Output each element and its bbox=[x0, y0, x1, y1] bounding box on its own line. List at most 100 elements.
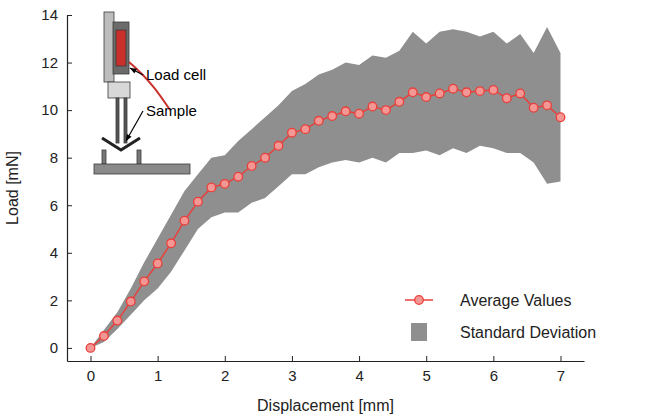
x-tick-label: 3 bbox=[288, 367, 296, 384]
average-marker bbox=[355, 109, 364, 118]
inset-part bbox=[116, 30, 126, 66]
y-tick: 10 bbox=[41, 101, 72, 118]
average-marker bbox=[462, 88, 471, 97]
x-tick-label: 4 bbox=[355, 367, 363, 384]
average-marker bbox=[180, 216, 189, 225]
x-tick: 5 bbox=[423, 356, 431, 384]
inset-part bbox=[124, 98, 127, 143]
average-marker bbox=[556, 113, 565, 122]
y-tick: 4 bbox=[50, 244, 72, 261]
x-tick-mark bbox=[225, 356, 226, 361]
average-marker bbox=[274, 141, 283, 150]
average-marker bbox=[529, 103, 538, 112]
average-marker bbox=[153, 259, 162, 268]
x-tick-label: 2 bbox=[221, 367, 229, 384]
y-tick: 12 bbox=[41, 54, 72, 71]
y-tick-mark bbox=[67, 300, 72, 301]
x-tick: 7 bbox=[557, 356, 565, 384]
average-marker bbox=[100, 332, 109, 341]
y-tick: 14 bbox=[41, 6, 72, 23]
x-tick-label: 1 bbox=[154, 367, 162, 384]
y-tick-label: 4 bbox=[50, 244, 58, 261]
x-tick: 4 bbox=[355, 356, 363, 384]
average-marker bbox=[194, 197, 203, 206]
x-tick-mark bbox=[426, 356, 427, 361]
annotation-arrow bbox=[130, 68, 143, 75]
y-tick-mark bbox=[67, 15, 72, 16]
y-tick-label: 0 bbox=[50, 339, 58, 356]
average-marker bbox=[449, 84, 458, 93]
inset-part bbox=[94, 164, 190, 174]
average-marker bbox=[502, 94, 511, 103]
average-marker bbox=[140, 277, 149, 286]
x-axis: 0 1 2 3 4 5 6 7 bbox=[68, 356, 585, 384]
y-tick-mark bbox=[67, 348, 72, 349]
average-marker bbox=[220, 180, 229, 189]
annotation: Sample bbox=[146, 102, 197, 119]
average-marker bbox=[113, 316, 122, 325]
average-marker bbox=[489, 86, 498, 95]
average-marker bbox=[86, 344, 95, 353]
average-marker bbox=[288, 128, 297, 137]
y-tick-label: 8 bbox=[50, 149, 58, 166]
average-marker bbox=[435, 89, 444, 98]
legend-marker bbox=[415, 296, 424, 305]
y-tick-label: 6 bbox=[50, 197, 58, 214]
y-tick-mark bbox=[67, 205, 72, 206]
x-tick: 2 bbox=[221, 356, 229, 384]
average-marker bbox=[207, 183, 216, 192]
x-tick-mark bbox=[359, 356, 360, 361]
y-tick-mark bbox=[67, 253, 72, 254]
x-tick: 1 bbox=[154, 356, 162, 384]
x-tick-mark bbox=[493, 356, 494, 361]
y-tick-label: 2 bbox=[50, 292, 58, 309]
y-axis-line bbox=[67, 16, 68, 362]
y-tick-mark bbox=[67, 158, 72, 159]
average-marker bbox=[395, 97, 404, 106]
inset-part bbox=[108, 82, 130, 98]
x-tick-label: 0 bbox=[87, 367, 95, 384]
average-marker bbox=[247, 162, 256, 171]
y-tick: 0 bbox=[50, 339, 72, 356]
inset-part bbox=[104, 12, 114, 82]
x-tick-mark bbox=[158, 356, 159, 361]
y-tick-label: 12 bbox=[41, 54, 58, 71]
average-line bbox=[91, 89, 561, 348]
average-marker bbox=[476, 87, 485, 96]
x-tick: 3 bbox=[288, 356, 296, 384]
annotation: Load cell bbox=[146, 66, 206, 83]
y-tick: 8 bbox=[50, 149, 72, 166]
average-marker bbox=[234, 172, 243, 181]
annotation-arrow bbox=[126, 111, 143, 141]
x-tick: 0 bbox=[87, 356, 95, 384]
annotation-arrowhead bbox=[130, 68, 137, 73]
inset-part bbox=[102, 150, 106, 164]
average-marker bbox=[126, 297, 135, 306]
inset-sample bbox=[102, 138, 140, 150]
legend: Average ValuesStandard Deviation bbox=[405, 292, 596, 342]
x-tick-mark bbox=[561, 356, 562, 361]
x-tick: 6 bbox=[490, 356, 498, 384]
average-marker bbox=[422, 93, 431, 102]
y-tick-label: 14 bbox=[41, 6, 58, 23]
y-tick-mark bbox=[67, 110, 72, 111]
y-tick-label: 10 bbox=[41, 101, 58, 118]
inset-part bbox=[113, 22, 129, 74]
average-marker bbox=[543, 101, 552, 110]
average-marker bbox=[341, 107, 350, 116]
average-marker bbox=[516, 89, 525, 98]
y-tick: 6 bbox=[50, 197, 72, 214]
y-tick: 2 bbox=[50, 292, 72, 309]
legend-label: Standard Deviation bbox=[460, 324, 596, 341]
x-tick-mark bbox=[91, 356, 92, 361]
average-marker bbox=[314, 117, 323, 126]
chart: Load cellSample0123456702468101214Displa… bbox=[0, 0, 649, 419]
x-tick-mark bbox=[292, 356, 293, 361]
y-axis: 0 2 4 6 8 10 12 14 bbox=[41, 6, 72, 361]
x-tick-label: 5 bbox=[423, 367, 431, 384]
x-axis-line bbox=[68, 361, 585, 362]
annotation-arrowhead bbox=[126, 134, 132, 141]
average-marker bbox=[328, 112, 337, 121]
average-marker bbox=[301, 125, 310, 134]
x-tick-label: 7 bbox=[557, 367, 565, 384]
